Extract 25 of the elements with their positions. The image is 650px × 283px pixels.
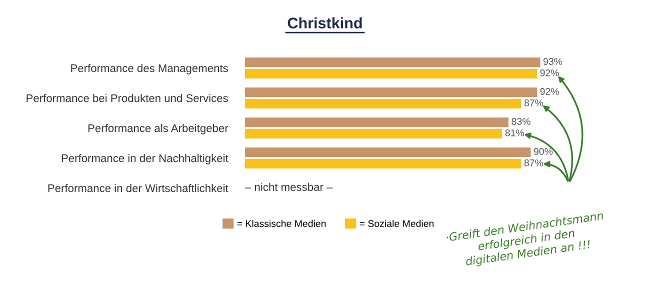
data-label: 93% — [543, 58, 562, 65]
data-label: 81% — [505, 129, 524, 136]
bar — [245, 98, 522, 108]
bar — [245, 88, 538, 98]
data-label: 90% — [534, 148, 553, 155]
y-tick-label: Performance bei Produkten und Services — [26, 94, 228, 102]
legend-label: = Soziale Medien — [360, 220, 434, 228]
data-label: 87% — [524, 99, 544, 106]
y-tick-label: Performance des Managements — [71, 64, 228, 74]
y-tick-label: Performance in der Wirtschaftlichkeit — [48, 184, 228, 192]
bar — [245, 158, 522, 168]
bar — [245, 128, 502, 138]
bar — [245, 68, 538, 78]
bar — [245, 148, 531, 158]
data-label: 92% — [540, 69, 559, 76]
data-label: 92% — [540, 88, 559, 95]
data-label: 83% — [512, 118, 530, 125]
legend-label: = Klassische Medien — [237, 220, 326, 228]
annotation: – nicht messbar – — [245, 182, 333, 191]
bar — [245, 118, 508, 128]
chart-title: Christkind — [288, 17, 362, 28]
data-label: 87% — [524, 159, 544, 166]
y-tick-label: Performance als Arbeitgeber — [88, 124, 228, 134]
bar — [245, 58, 540, 68]
y-tick-label: Performance in der Nachhaltigkeit — [62, 154, 228, 164]
